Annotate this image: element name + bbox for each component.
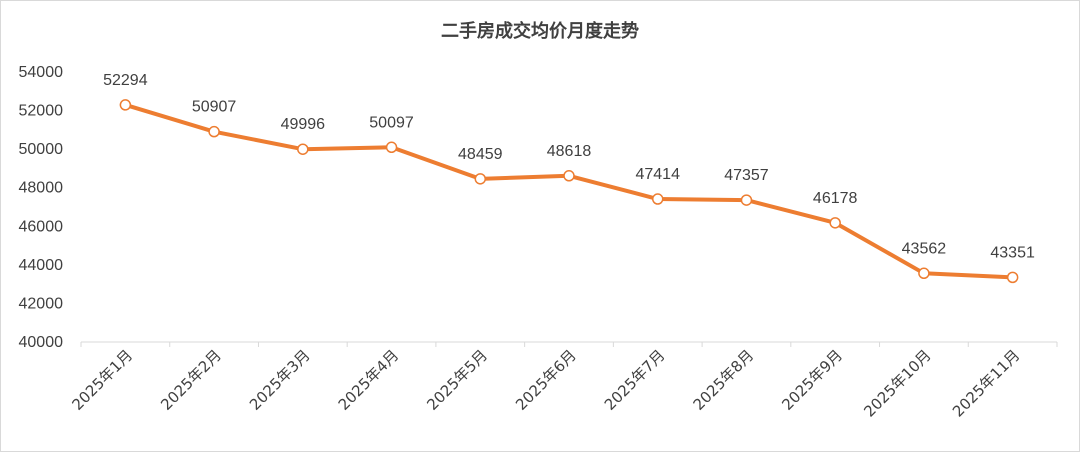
- x-tick-label: 2025年2月: [157, 346, 225, 414]
- series-line: [123, 102, 1015, 280]
- data-label: 48459: [458, 146, 503, 163]
- data-label: 52294: [103, 72, 148, 89]
- data-label: 43351: [990, 244, 1035, 261]
- data-point: [563, 170, 575, 182]
- x-tick-label: 2025年1月: [69, 346, 137, 414]
- x-tick-label: 2025年10月: [860, 346, 934, 420]
- data-point: [1006, 271, 1019, 284]
- data-point: [740, 194, 753, 206]
- chart-title: 二手房成交均价月度走势: [441, 20, 639, 42]
- y-tick-label: 42000: [19, 295, 64, 312]
- data-label: 43562: [902, 240, 947, 257]
- y-tick-label: 52000: [19, 103, 64, 120]
- y-tick-label: 44000: [19, 257, 64, 274]
- data-point: [651, 193, 664, 205]
- data-point: [829, 217, 841, 229]
- data-point: [119, 99, 132, 111]
- x-tick-label: 2025年7月: [601, 346, 669, 414]
- data-label: 47357: [724, 167, 769, 184]
- x-tick-label: 2025年11月: [949, 346, 1023, 420]
- y-tick-label: 48000: [19, 180, 64, 197]
- x-tick-label: 2025年5月: [423, 346, 491, 414]
- plot-area: 52294 50907 49996 50097 48459 48618 47414 47357…: [103, 72, 1035, 284]
- y-tick-label: 54000: [19, 64, 64, 81]
- x-tick-label: 2025年3月: [246, 346, 314, 414]
- data-point: [297, 143, 309, 155]
- y-axis: 40000 42000 44000 46000 48000 50000 52000 54000: [19, 64, 64, 351]
- data-point: [385, 141, 398, 154]
- data-label: 50907: [192, 99, 237, 116]
- data-label: 48618: [547, 143, 592, 160]
- x-tick-label: 2025年6月: [512, 346, 580, 414]
- y-tick-label: 50000: [19, 141, 64, 158]
- x-tick-label: 2025年9月: [778, 346, 846, 414]
- x-tick-label: 2025年4月: [335, 346, 403, 414]
- data-point: [208, 125, 220, 138]
- data-label: 47414: [635, 166, 680, 183]
- data-label: 49996: [281, 116, 326, 133]
- x-axis: 2025年1月 2025年2月 2025年3月 2025年4月 2025年5月 2025年…: [69, 341, 1058, 421]
- y-tick-label: 46000: [19, 218, 64, 235]
- x-tick-label: 2025年8月: [690, 346, 758, 414]
- data-label: 50097: [369, 114, 414, 131]
- data-point: [474, 173, 487, 185]
- data-label: 46178: [813, 190, 858, 207]
- data-point: [918, 267, 930, 280]
- y-tick-label: 40000: [19, 334, 64, 351]
